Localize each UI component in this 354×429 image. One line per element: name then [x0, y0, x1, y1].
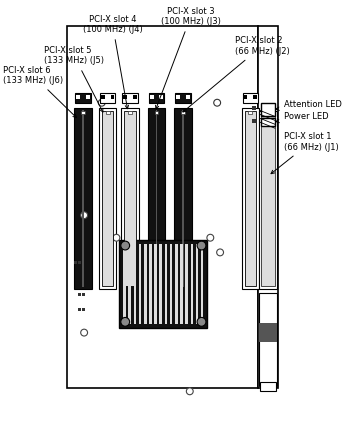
Bar [149, 244, 152, 324]
Bar [74, 108, 92, 289]
Bar [149, 93, 164, 103]
Bar [252, 119, 256, 123]
Text: PCI-X slot 4
(100 MHz) (J4): PCI-X slot 4 (100 MHz) (J4) [82, 15, 142, 109]
Bar [123, 95, 127, 99]
Bar [82, 293, 85, 296]
Bar [154, 244, 157, 324]
Bar [259, 111, 277, 289]
Bar [245, 111, 256, 286]
Circle shape [121, 317, 130, 326]
Bar [155, 109, 158, 287]
Bar [258, 27, 278, 388]
Bar [185, 244, 188, 324]
Bar [261, 118, 275, 126]
Bar [122, 93, 138, 103]
Bar [201, 244, 204, 324]
Bar [181, 111, 185, 115]
Text: PCI-X slot 5
(133 MHz) (J5): PCI-X slot 5 (133 MHz) (J5) [44, 46, 104, 112]
Bar [148, 108, 165, 289]
Circle shape [197, 317, 206, 326]
Bar [259, 293, 277, 387]
Circle shape [214, 99, 221, 106]
Circle shape [197, 241, 206, 250]
Bar [155, 111, 159, 115]
Circle shape [81, 212, 87, 219]
Bar [144, 244, 147, 324]
Text: PCI-X slot 6
(133 MHz) (J6): PCI-X slot 6 (133 MHz) (J6) [3, 66, 76, 118]
Bar [260, 381, 276, 391]
Bar [121, 108, 139, 289]
Bar [99, 108, 116, 289]
Bar [261, 114, 275, 286]
Text: PCI-X slot 3
(100 MHz) (J3): PCI-X slot 3 (100 MHz) (J3) [155, 7, 221, 109]
Bar [105, 111, 109, 115]
Bar [129, 244, 131, 324]
Bar [259, 323, 277, 342]
Bar [78, 293, 81, 296]
Bar [249, 111, 252, 115]
Bar [174, 108, 192, 289]
Bar [119, 240, 207, 328]
Circle shape [98, 99, 105, 106]
Bar [182, 109, 184, 287]
Bar [101, 95, 105, 99]
Bar [123, 244, 126, 324]
Circle shape [81, 329, 87, 336]
Bar [128, 111, 132, 115]
Circle shape [217, 249, 223, 256]
Bar [175, 244, 178, 324]
Bar [170, 244, 172, 324]
Bar [86, 95, 90, 99]
Circle shape [186, 388, 193, 395]
Bar [76, 95, 80, 99]
Bar [150, 95, 154, 99]
Bar [261, 103, 275, 116]
Bar [67, 27, 258, 388]
Circle shape [121, 241, 130, 250]
Bar [78, 308, 81, 311]
Bar [133, 244, 136, 324]
Bar [102, 111, 114, 286]
Bar [242, 108, 259, 289]
Bar [190, 244, 193, 324]
Bar [252, 106, 256, 109]
Text: Power LED: Power LED [276, 112, 328, 123]
Bar [165, 244, 167, 324]
Bar [100, 93, 115, 103]
Bar [244, 95, 247, 99]
Bar [78, 261, 81, 264]
Bar [186, 95, 190, 99]
Bar [180, 244, 183, 324]
Circle shape [113, 234, 120, 241]
Bar [75, 93, 91, 103]
Bar [242, 93, 258, 103]
Bar [160, 244, 162, 324]
Circle shape [207, 234, 214, 241]
Bar [159, 95, 163, 99]
Bar [196, 244, 198, 324]
Bar [81, 111, 85, 115]
Text: PCI-X slot 2
(66 MHz) (J2): PCI-X slot 2 (66 MHz) (J2) [183, 36, 290, 112]
Bar [133, 95, 137, 99]
Bar [176, 95, 180, 99]
Text: Attention LED: Attention LED [276, 100, 342, 110]
Bar [82, 109, 84, 287]
Bar [82, 308, 85, 311]
Bar [74, 261, 77, 264]
Bar [139, 244, 141, 324]
Bar [124, 111, 136, 286]
Text: PCI-X slot 1
(66 MHz) (J1): PCI-X slot 1 (66 MHz) (J1) [271, 132, 338, 174]
Bar [175, 93, 191, 103]
Bar [253, 95, 257, 99]
Bar [110, 95, 114, 99]
